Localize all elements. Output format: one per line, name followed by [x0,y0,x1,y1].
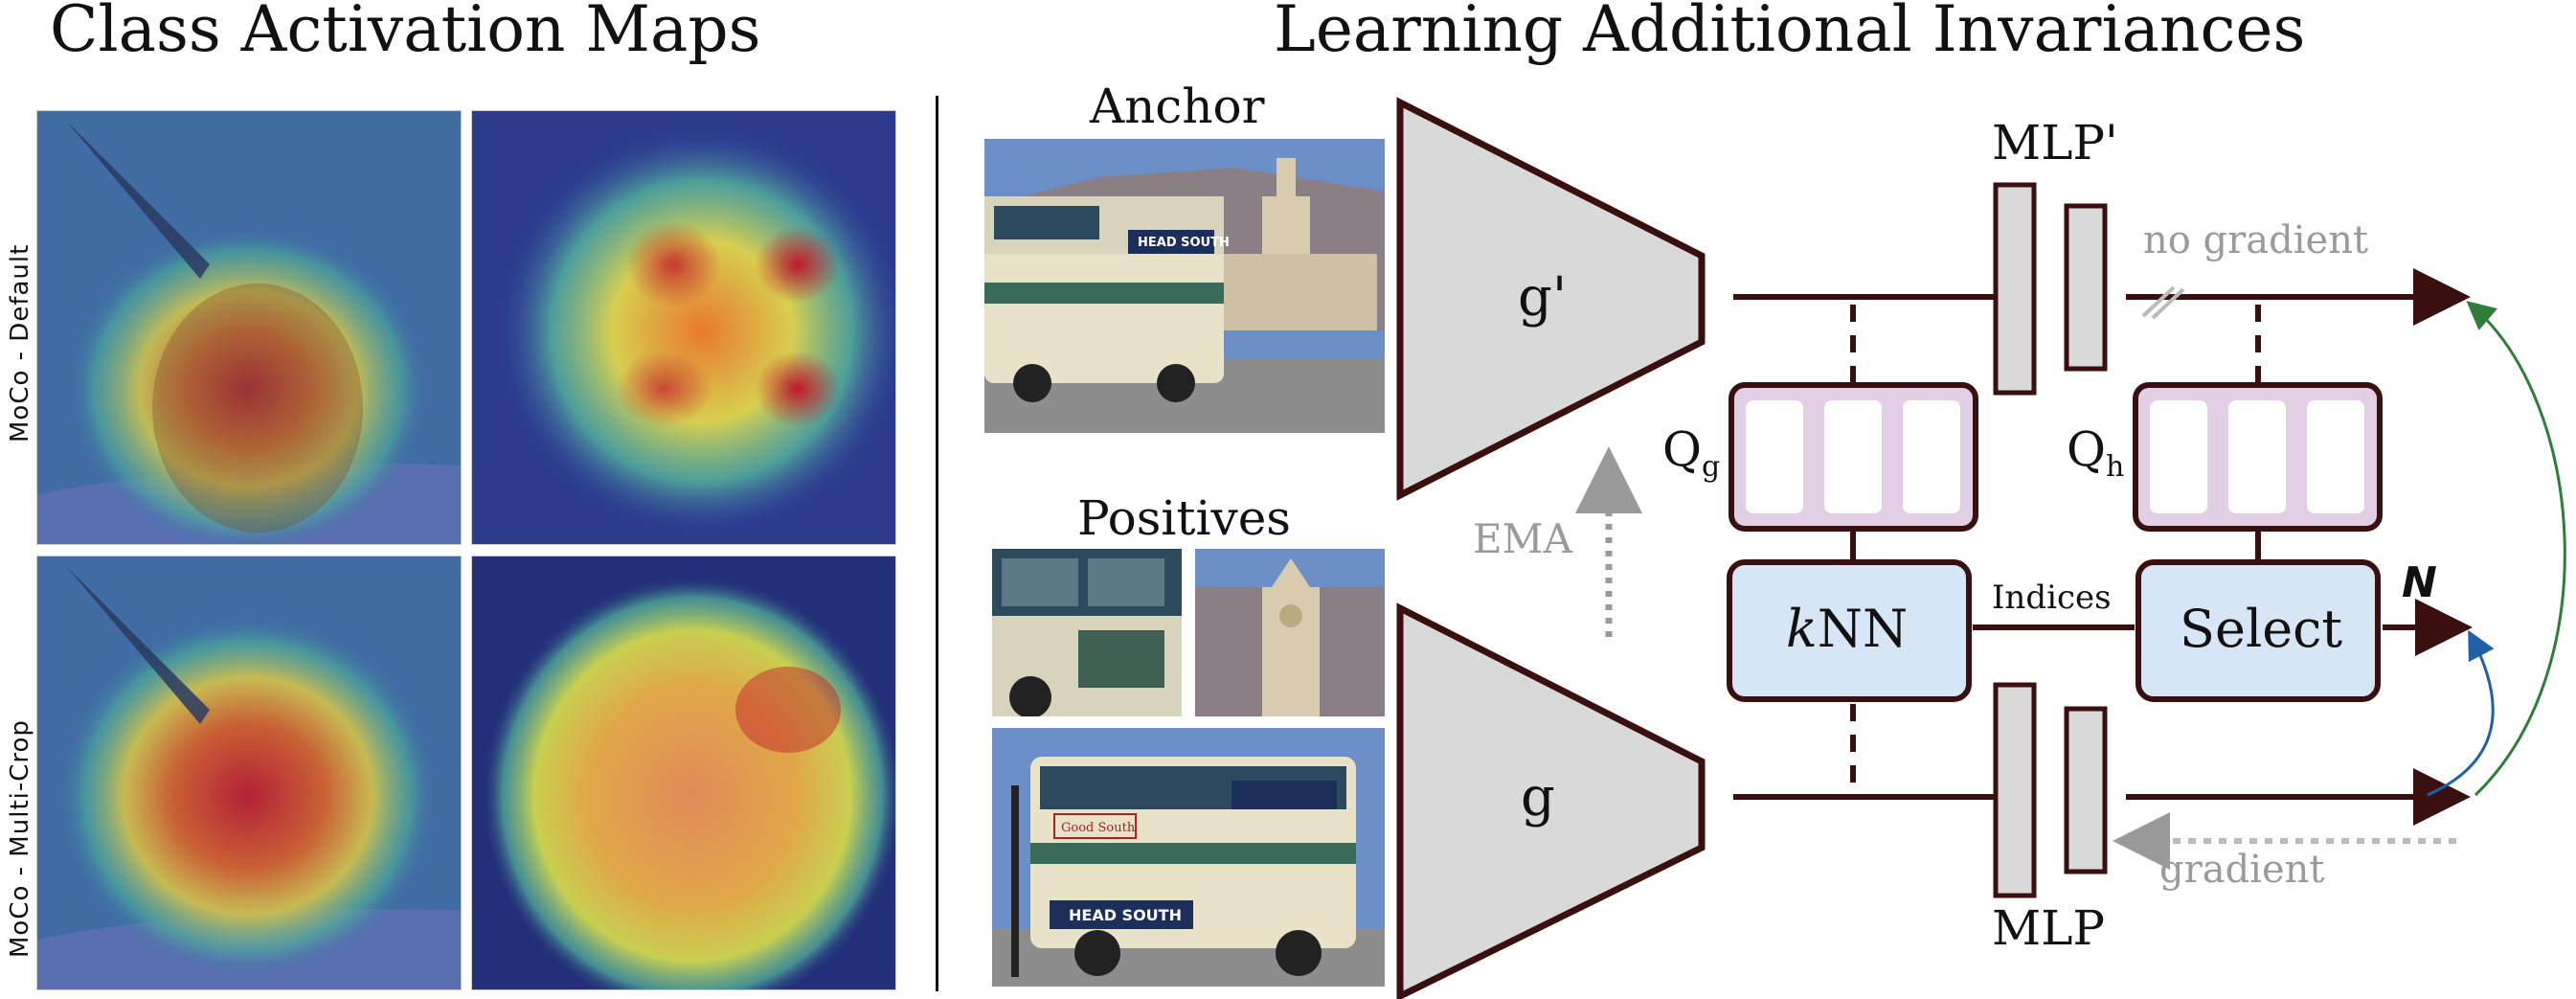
no-gradient-mark [2141,285,2176,318]
cam-title: Class Activation Maps [50,0,761,66]
queue-g-slot-2 [1824,400,1882,513]
select-box [2135,559,2381,702]
bird-heatmap-multicrop [37,556,461,989]
queue-h-sub: h [2106,450,2125,484]
dog-heatmap-multicrop [472,556,895,989]
bus-crop-positive [992,549,1182,716]
knn-box [1727,559,1972,702]
panel-divider [936,96,938,991]
queue-h-slot-2 [2228,400,2286,513]
queue-h-slot-3 [2307,400,2364,513]
knn-label: kNN [1786,599,1908,659]
bus-ad-text: Good South [1061,821,1136,835]
mlp-momentum-label: MLP' [1992,115,2118,170]
positive-photo-bus-full: HEAD SOUTH Good South [992,728,1385,987]
queue-h-label: Qh [2067,421,2124,484]
anchor-label: Anchor [1090,79,1265,134]
positive-photo-bus-crop [992,549,1182,716]
knn-rest: NN [1817,599,1909,659]
mlp-label: MLP [1992,900,2106,956]
positive-photo-tower [1195,549,1385,716]
invariances-title: Learning Additional Invariances [1274,0,2306,66]
queue-g-main: Q [1662,421,1702,477]
mlp-bar-1 [1993,682,2037,898]
dog-heatmap-default [472,111,895,544]
mlp-momentum-bar-1 [1993,182,2037,396]
bus-full-positive: HEAD SOUTH Good South [992,728,1385,987]
positives-label: Positives [1077,490,1291,546]
queue-g-slot-3 [1903,400,1960,513]
encoder-label: g [1521,766,1555,829]
blue-curve-arrow [2427,629,2495,797]
indices-label: Indices [1992,579,2112,617]
encoder-shape [1396,602,1706,999]
bus-sign-text: HEAD SOUTH [1138,236,1230,250]
knn-italic: k [1786,599,1818,659]
anchor-photo: HEAD SOUTH [984,139,1385,433]
cam-dog-default [471,110,896,545]
queue-g-sub: g [1702,450,1721,484]
queue-h-main: Q [2067,421,2106,477]
cam-dog-multicrop [471,556,896,990]
encoder-momentum-label: g' [1518,266,1568,329]
select-label: Select [2180,599,2343,659]
bus-scene-anchor: HEAD SOUTH [984,139,1385,433]
mlp-momentum-bar-2 [2064,203,2108,372]
mlp-bar-2 [2064,706,2108,874]
gradient-label: gradient [2159,848,2325,892]
no-gradient-label: no gradient [2143,218,2369,262]
cam-bird-default [36,110,462,545]
queue-h-slot-1 [2150,400,2207,513]
bird-heatmap-default [37,111,461,544]
ema-label: EMA [1473,515,1572,562]
no-gradient-mark-2 [2151,287,2185,320]
queue-g-slot-1 [1746,400,1803,513]
cam-bird-multicrop [36,556,462,990]
bus-sign-text-positive: HEAD SOUTH [1069,906,1182,924]
n-label: N [2402,558,2437,607]
queue-g-label: Qg [1662,421,1720,484]
encoder-momentum-shape [1396,97,1706,501]
green-curve-arrow [2466,301,2566,797]
tower-crop-positive [1195,549,1385,716]
